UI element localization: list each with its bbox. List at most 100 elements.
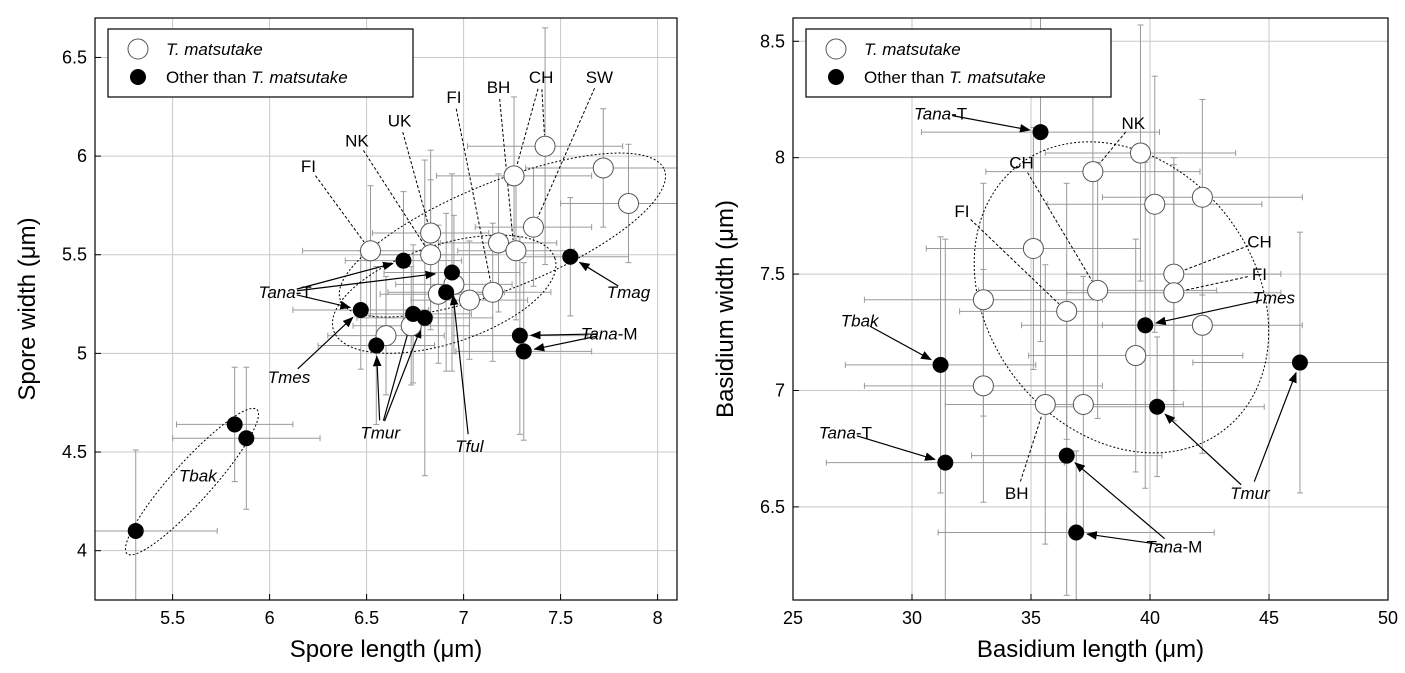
grouping-ellipse (124, 407, 260, 556)
y-tick-label: 4.5 (62, 442, 87, 462)
point-t-matsutake (420, 222, 442, 244)
point-other-species (226, 416, 243, 433)
point-t-matsutake (482, 281, 504, 303)
annotation-arrow (297, 316, 354, 370)
legend-entry: T. matsutake (864, 40, 961, 59)
y-tick-label: 5 (77, 343, 87, 363)
y-tick-label: 7.5 (760, 264, 785, 284)
point-t-matsutake (1082, 161, 1104, 183)
y-tick-label: 6.5 (62, 47, 87, 67)
annotation-label: BH (487, 78, 511, 97)
point-other-species (1291, 354, 1308, 371)
annotation-arrow (533, 335, 598, 352)
x-tick-label: 7 (459, 608, 469, 628)
point-t-matsutake (1163, 263, 1185, 285)
annotation-label: UK (388, 112, 412, 131)
annotation-label: Tana-T (259, 283, 312, 302)
plot-frame (94, 17, 678, 601)
annotation-arrow (529, 330, 598, 340)
annotation-label: Tbak (841, 312, 880, 331)
annotation-arrow (1074, 462, 1166, 540)
annotation-label: Tana-M (1145, 537, 1202, 556)
legend-entry: Other than T. matsutake (864, 68, 1046, 87)
point-other-species (352, 301, 369, 318)
annotation-leader (1019, 414, 1043, 482)
annotation-label: FI (1252, 265, 1267, 284)
point-t-matsutake (1129, 142, 1151, 164)
x-axis-title: Basidium length (μm) (977, 636, 1204, 663)
annotation-arrow (296, 261, 394, 290)
point-t-matsutake (522, 216, 544, 238)
y-tick-label: 4 (77, 541, 87, 561)
legend: T. matsutake Other than T. matsutake (805, 28, 1112, 98)
point-t-matsutake (1022, 237, 1044, 259)
annotation-arrow (1086, 531, 1163, 546)
y-tick-label: 6.5 (760, 497, 785, 517)
annotation-arrow (1164, 413, 1242, 486)
point-other-species (1137, 317, 1154, 334)
y-axis-title: Basidium width (μm) (712, 200, 739, 418)
legend-box (805, 28, 1112, 98)
legend: T. matsutake Other than T. matsutake (107, 28, 414, 98)
legend-box (107, 28, 414, 98)
point-t-matsutake (505, 240, 527, 262)
point-other-species (438, 284, 455, 301)
annotation-label: Tbak (179, 467, 218, 486)
x-tick-label: 35 (1021, 608, 1041, 628)
annotation-arrow (952, 115, 1031, 133)
point-other-species (937, 454, 954, 471)
plot-frame (792, 17, 1389, 601)
y-tick-label: 5.5 (62, 245, 87, 265)
x-tick-label: 6 (265, 608, 275, 628)
legend-marker-open (127, 38, 149, 60)
point-other-species (1068, 524, 1085, 541)
chart-panel-1: 5.5 6 6.5 7 7.5 8 4 4.5 5 5.5 6 6.5 Spore length (μm… (14, 17, 678, 663)
annotation-arrow (296, 270, 437, 292)
point-t-matsutake (1163, 282, 1185, 304)
x-tick-label: 7.5 (548, 608, 573, 628)
annotation-label: Tmag (607, 283, 651, 302)
y-tick-label: 8 (775, 148, 785, 168)
annotation-label: Tana-T (819, 423, 872, 442)
annotation-label: NK (345, 131, 369, 150)
point-t-matsutake (503, 165, 525, 187)
point-other-species (515, 343, 532, 360)
annotation-label: FI (301, 157, 316, 176)
point-t-matsutake (1191, 186, 1213, 208)
point-other-species (443, 264, 460, 281)
point-t-matsutake (1191, 314, 1213, 336)
annotation-label: BH (1005, 484, 1029, 503)
x-tick-label: 25 (783, 608, 803, 628)
point-t-matsutake (420, 244, 442, 266)
point-t-matsutake (1056, 300, 1078, 322)
point-other-species (238, 430, 255, 447)
annotation-label: FI (954, 202, 969, 221)
point-t-matsutake (1144, 193, 1166, 215)
annotation-arrow (1253, 371, 1297, 482)
annotation-arrow (578, 261, 619, 287)
point-other-species (127, 522, 144, 539)
point-t-matsutake (618, 192, 639, 214)
x-tick-label: 50 (1378, 608, 1398, 628)
plot-area: Tana-T NK CH FI CH FI Tmes Tbak Tana-T Tmur BH Tana… (819, 18, 1388, 600)
point-t-matsutake (1034, 393, 1056, 415)
annotation-arrow (1154, 299, 1263, 326)
annotation-leader (1184, 276, 1248, 291)
y-axis-title: Spore width (μm) (14, 217, 41, 400)
point-t-matsutake (972, 289, 994, 311)
annotation-leader (402, 132, 429, 223)
point-other-species (562, 248, 579, 265)
annotation-arrow (449, 294, 469, 435)
annotation-label: Tmes (1253, 288, 1296, 307)
plot-area: FI NK UK FI BH CH SW Tana-T Tmag Tmes Tana-M Tmur Tf… (95, 27, 677, 600)
point-t-matsutake (458, 289, 480, 311)
x-tick-label: 45 (1259, 608, 1279, 628)
x-tick-label: 40 (1140, 608, 1160, 628)
x-tick-label: 6.5 (354, 608, 379, 628)
annotation-leader (455, 108, 492, 282)
legend-marker-filled (130, 69, 146, 85)
point-other-species (416, 309, 433, 326)
x-tick-label: 8 (653, 608, 663, 628)
annotation-arrow (383, 327, 422, 422)
